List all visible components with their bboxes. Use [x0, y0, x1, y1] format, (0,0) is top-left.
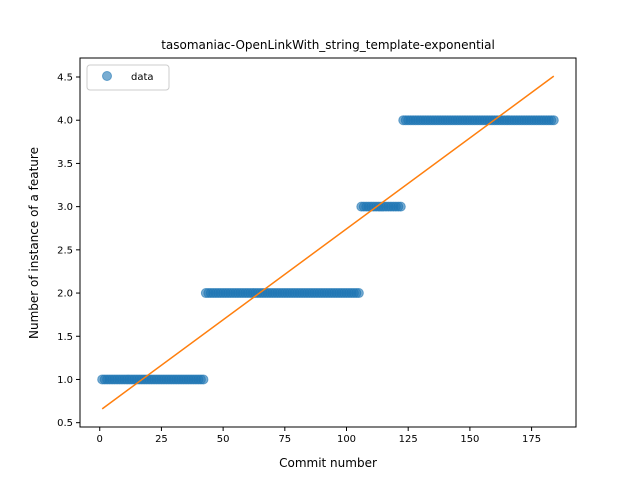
legend: data	[86, 64, 170, 91]
y-tick-label: 3.0	[57, 202, 73, 213]
chart-title: tasomaniac-OpenLinkWith_string_template-…	[161, 38, 495, 52]
data-point	[198, 374, 209, 385]
y-tick-label: 3.5	[57, 159, 73, 170]
plot-area	[97, 75, 559, 410]
x-tick-label: 150	[460, 434, 479, 445]
legend-frame	[86, 64, 170, 91]
axes: 0 25 50 75 100 125 150 175 0.5 1.0 1.5 2.0 2.5 3.0 3.5…	[57, 57, 577, 445]
y-tick-label: 4.5	[57, 73, 73, 84]
y-tick-label: 4.0	[57, 116, 73, 127]
y-tick-label: 1.5	[57, 332, 73, 343]
data-point	[548, 115, 559, 126]
y-tick-label: 0.5	[57, 418, 73, 429]
x-tick-label: 0	[97, 434, 103, 445]
legend-marker-data	[102, 71, 112, 81]
legend-label-data: data	[131, 72, 154, 83]
axes-frame	[79, 57, 577, 428]
y-axis-label: Number of instance of a feature	[27, 147, 41, 339]
data-point	[395, 201, 406, 212]
x-tick-label: 125	[399, 434, 418, 445]
x-tick-label: 75	[278, 434, 291, 445]
x-tick-label: 25	[155, 434, 168, 445]
x-tick-label: 100	[337, 434, 356, 445]
y-tick-label: 1.0	[57, 375, 73, 386]
x-tick-label: 50	[217, 434, 230, 445]
y-tick-label: 2.5	[57, 245, 73, 256]
x-axis-label: Commit number	[279, 456, 377, 470]
y-tick-label: 2.0	[57, 289, 73, 300]
fit-line	[101, 75, 555, 410]
x-tick-label: 175	[522, 434, 541, 445]
data-point	[353, 288, 364, 299]
